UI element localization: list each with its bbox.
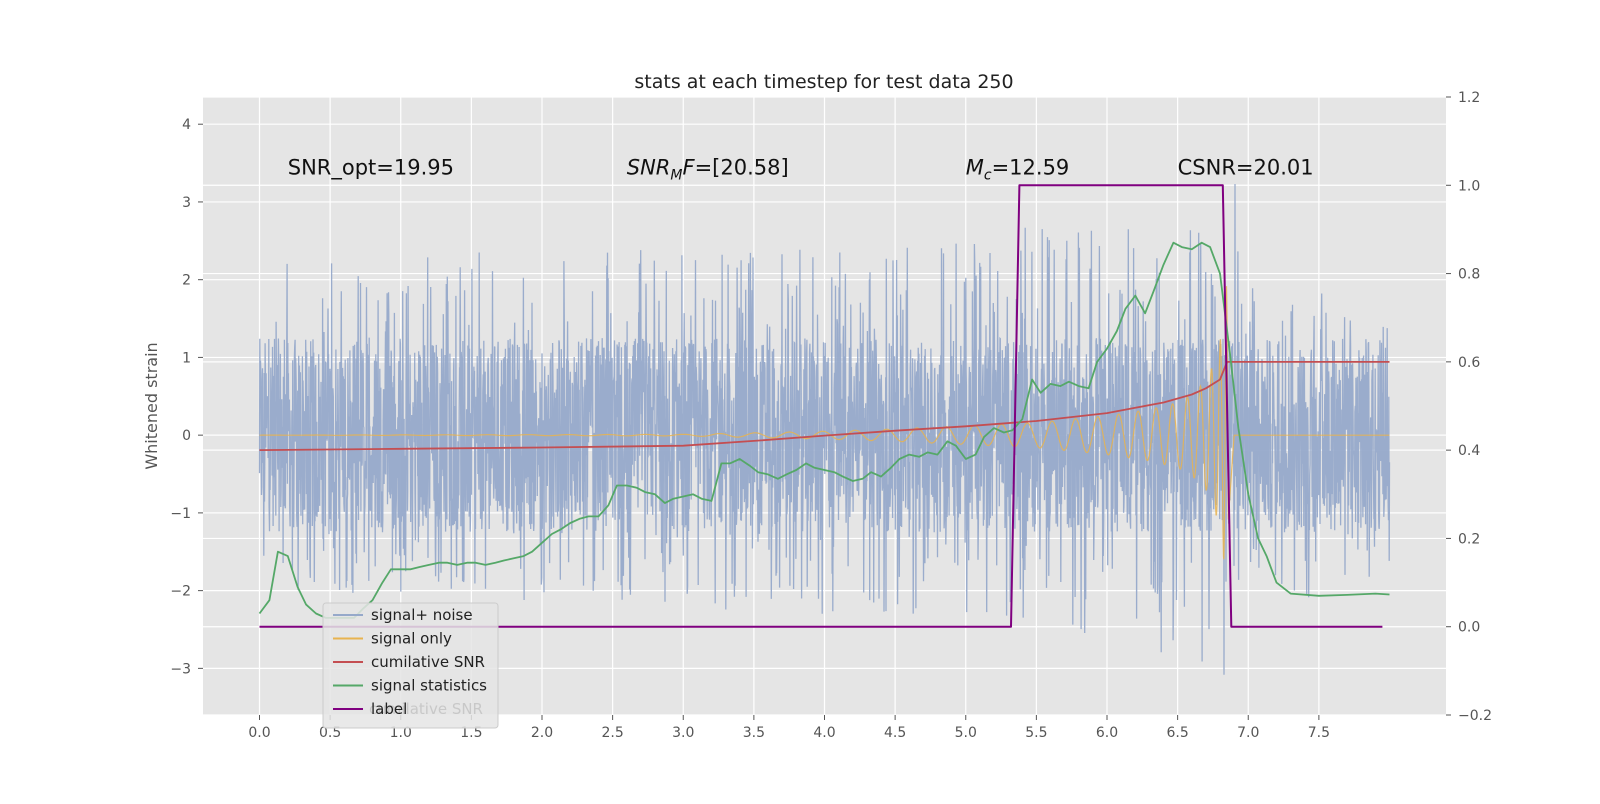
y-axis-left: −3 −2 −1 0 1 2 3 4 <box>170 117 203 677</box>
legend-label: cumilative SNR <box>371 653 485 671</box>
series-cumulative-snr <box>259 361 1390 451</box>
x-tick-label: 7.0 <box>1237 725 1259 741</box>
x-tick-label: 3.0 <box>672 725 694 741</box>
annotation-text: CSNR=20.01 <box>1178 156 1314 180</box>
legend-label: signal+ noise <box>371 606 473 624</box>
y-axis-right: −0.2 0.0 0.2 0.4 0.6 0.8 1.0 1.2 <box>1446 90 1492 724</box>
y2-tick-label: 0.2 <box>1458 531 1480 547</box>
y-tick-label: 3 <box>182 195 191 211</box>
x-tick-label: 7.5 <box>1308 725 1330 741</box>
x-tick-label: 5.5 <box>1025 725 1047 741</box>
y2-tick-label: 0.4 <box>1458 443 1480 459</box>
y-tick-label: 2 <box>182 273 191 289</box>
legend-ghost-text: cumilative SNR <box>369 700 483 718</box>
x-tick-label: 2.0 <box>531 725 553 741</box>
x-tick-label: 6.5 <box>1166 725 1188 741</box>
legend-box <box>322 602 499 729</box>
x-tick-label: 3.5 <box>743 725 765 741</box>
x-tick-label: 0.5 <box>319 725 341 741</box>
y-tick-label: −2 <box>170 584 191 600</box>
y-tick-label: 1 <box>182 350 191 366</box>
annotations: SNR_opt=19.95 SNRMF=[20.58] Mc=12.59 CSNR=2… <box>288 156 1314 184</box>
y2-tick-label: 1.2 <box>1458 90 1480 106</box>
legend-label: signal only <box>371 630 452 648</box>
y-tick-label: −1 <box>170 506 191 522</box>
x-tick-label: 1.5 <box>460 725 482 741</box>
y2-tick-label: −0.2 <box>1458 708 1492 724</box>
x-tick-label: 0.0 <box>248 725 270 741</box>
legend-label: signal statistics <box>371 677 487 695</box>
legend-label: label <box>371 700 407 718</box>
y2-tick-label: 0.8 <box>1458 267 1480 283</box>
y-tick-label: 0 <box>182 428 191 444</box>
y2-tick-label: 1.0 <box>1458 178 1480 194</box>
x-tick-label: 4.5 <box>884 725 906 741</box>
x-tick-label: 2.5 <box>601 725 623 741</box>
chart-title: stats at each timestep for test data 250 <box>634 71 1013 93</box>
y-tick-label: 4 <box>182 117 191 133</box>
y2-tick-label: 0.6 <box>1458 355 1480 371</box>
series-label <box>259 184 1383 628</box>
y-axis-label: Whitened strain <box>142 342 161 469</box>
legend: cumilative SNR signal+ noise signal only cu… <box>322 602 499 729</box>
x-tick-label: 1.0 <box>390 725 412 741</box>
series-layer <box>258 183 1391 675</box>
x-tick-label: 5.0 <box>955 725 977 741</box>
annotation-text: SNRMF=[20.58] <box>627 156 789 184</box>
annotation-text: SNR_opt=19.95 <box>288 156 454 181</box>
series-signal-statistics <box>258 241 1390 619</box>
y2-tick-label: 0.0 <box>1458 620 1480 636</box>
annotation-text: Mc=12.59 <box>966 156 1070 184</box>
x-tick-label: 4.0 <box>813 725 835 741</box>
x-axis: 0.0 0.5 1.0 1.5 2.0 2.5 3.0 3.5 4.0 4.5 5.0 5.5 6.0 6… <box>248 715 1330 741</box>
x-tick-label: 6.0 <box>1096 725 1118 741</box>
y-tick-label: −3 <box>170 661 191 677</box>
